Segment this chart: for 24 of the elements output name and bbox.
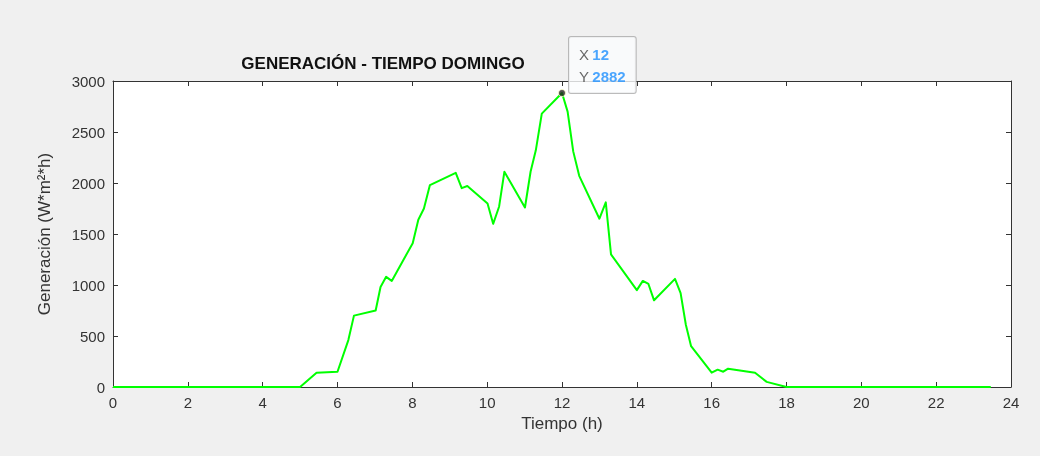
chart-title: GENERACIÓN - TIEMPO DOMINGO xyxy=(241,54,525,73)
x-tick-label: 10 xyxy=(478,394,496,411)
y-tick-label: 2000 xyxy=(71,174,105,192)
x-tick-label: 4 xyxy=(258,394,267,411)
y-tick-label: 0 xyxy=(96,378,105,396)
x-tick-label: 22 xyxy=(927,394,945,411)
x-tick-label: 6 xyxy=(333,394,342,411)
y-tick-label: 500 xyxy=(79,327,105,345)
x-tick-label: 2 xyxy=(183,394,193,411)
x-tick-label: 24 xyxy=(1002,394,1020,411)
y-tick-label: 1500 xyxy=(71,225,105,243)
y-axis-title: Generación (W*m²*h) xyxy=(35,152,54,316)
x-tick-label: 12 xyxy=(553,394,571,411)
x-tick-label: 8 xyxy=(408,394,417,411)
x-tick-label: 18 xyxy=(778,394,795,411)
y-tick-label: 3000 xyxy=(71,72,105,90)
annotation: X 12 Y 2882 xyxy=(579,45,626,85)
x-tick-label: 20 xyxy=(852,394,870,411)
y-tick-label: 1000 xyxy=(71,276,105,294)
x-tick-label: 16 xyxy=(703,394,721,411)
x-axis-title: Tiempo (h) xyxy=(521,414,603,433)
y-tick-label: 2500 xyxy=(71,123,105,141)
x-tick-label: 0 xyxy=(108,394,118,411)
x-tick-label: 14 xyxy=(628,394,646,411)
